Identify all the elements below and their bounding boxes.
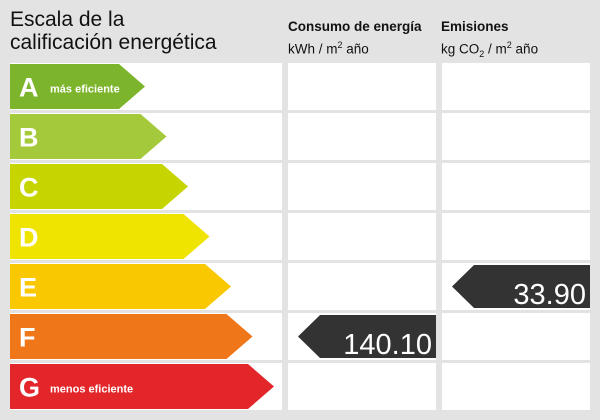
grade-bar-e: [10, 264, 231, 309]
grade-letter-a: A: [19, 73, 39, 103]
emissions-cell-g: [442, 363, 590, 410]
grade-label-g: menos eficiente: [50, 384, 133, 396]
grade-bar-c: [10, 164, 188, 209]
emissions-column-header: Emisiones kg CO2 / m2 año: [441, 18, 538, 63]
energy-cell-e: [288, 263, 436, 310]
emissions-unit-a: kg CO: [441, 41, 480, 57]
energy-unit-sup: 2: [337, 40, 343, 50]
emissions-cell-d: [442, 213, 590, 260]
energy-column-header: Consumo de energía kWh / m2 año: [288, 18, 422, 59]
emissions-cell-b: [442, 113, 590, 160]
emissions-unit-b: / m: [484, 41, 507, 57]
grade-bar-g: [10, 364, 274, 409]
emissions-unit-sub: 2: [479, 49, 485, 60]
title-line-1: Escala de la: [10, 8, 125, 31]
grade-bar-d: [10, 214, 210, 259]
energy-unit-b: año: [342, 41, 369, 57]
emissions-unit-sup: 2: [506, 40, 512, 50]
emissions-unit-c: año: [511, 41, 539, 57]
grade-letter-d: D: [19, 223, 39, 253]
emissions-rating-value: 33.90: [513, 279, 586, 311]
emissions-cell-c: [442, 163, 590, 210]
emissions-header-unit: kg CO2 / m2 año: [441, 36, 538, 63]
grade-letter-g: G: [19, 373, 40, 403]
grade-bar-b: [10, 114, 167, 159]
energy-header-unit: kWh / m2 año: [288, 36, 422, 59]
grade-letter-f: F: [19, 323, 36, 353]
grade-letter-e: E: [19, 273, 37, 303]
energy-cell-a: [288, 63, 436, 110]
energy-cell-g: [288, 363, 436, 410]
emissions-cell-a: [442, 63, 590, 110]
grade-bar-f: [10, 314, 253, 359]
emissions-rating-indicator: [452, 265, 590, 308]
title-line-2: calificación energética: [10, 31, 217, 54]
energy-cell-c: [288, 163, 436, 210]
grade-letter-b: B: [19, 123, 39, 153]
energy-cell-d: [288, 213, 436, 260]
grade-letter-c: C: [19, 173, 39, 203]
energy-cell-b: [288, 113, 436, 160]
energy-header-label: Consumo de energía: [288, 19, 422, 34]
energy-rating-value: 140.10: [343, 329, 432, 361]
page-title: Escala de la calificación energética: [10, 8, 217, 54]
energy-unit-a: kWh / m: [288, 41, 338, 57]
grade-bar-a: [10, 64, 145, 109]
emissions-cell-f: [442, 313, 590, 360]
grade-label-a: más eficiente: [50, 84, 120, 96]
energy-rating-indicator: [298, 315, 436, 358]
emissions-header-label: Emisiones: [441, 19, 509, 34]
